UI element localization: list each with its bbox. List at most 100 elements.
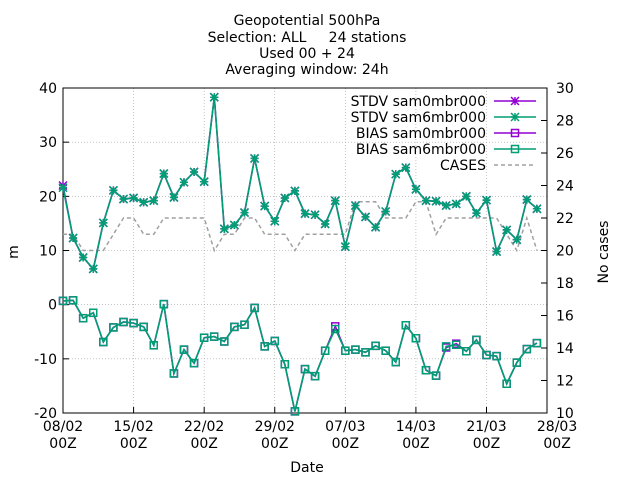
data-point bbox=[199, 177, 209, 187]
y2-tick-label: 28 bbox=[556, 114, 574, 130]
x-tick-label-hour: 00Z bbox=[261, 436, 288, 452]
series-line bbox=[63, 201, 538, 253]
y2-tick-label: 26 bbox=[556, 146, 574, 162]
plot-frame bbox=[62, 87, 548, 414]
data-point bbox=[512, 235, 522, 245]
data-point bbox=[482, 350, 491, 360]
data-point bbox=[471, 208, 481, 218]
legend-label: BIAS sam0mbr000 bbox=[356, 126, 486, 142]
legend-label: STDV sam0mbr000 bbox=[351, 94, 486, 110]
data-point bbox=[260, 201, 270, 211]
data-point bbox=[461, 191, 471, 201]
data-point bbox=[381, 206, 391, 217]
data-point bbox=[532, 338, 542, 348]
data-point bbox=[522, 195, 532, 205]
y2-tick-label: 12 bbox=[556, 374, 574, 390]
x-tick-label: 29/02 bbox=[255, 419, 295, 435]
data-point bbox=[411, 184, 421, 194]
data-point bbox=[129, 193, 139, 203]
y-tick-label: 0 bbox=[48, 298, 57, 314]
data-point bbox=[260, 342, 269, 351]
data-point bbox=[290, 186, 300, 196]
y-tick-label: 40 bbox=[39, 81, 57, 97]
data-point bbox=[441, 342, 451, 351]
data-point bbox=[431, 371, 441, 380]
data-point bbox=[381, 346, 390, 355]
data-point bbox=[391, 169, 401, 179]
y2-tick-label: 20 bbox=[556, 244, 574, 260]
series-line bbox=[62, 299, 538, 412]
data-point bbox=[250, 153, 260, 163]
data-point bbox=[240, 320, 249, 329]
data-point bbox=[492, 351, 501, 361]
data-point bbox=[331, 324, 340, 334]
data-point bbox=[462, 347, 471, 356]
data-point bbox=[89, 308, 98, 318]
series-line bbox=[62, 299, 538, 412]
x-tick-label: 08/02 bbox=[43, 419, 83, 435]
data-point bbox=[78, 253, 88, 263]
y2-axis-label: No cases bbox=[596, 221, 612, 284]
data-point bbox=[250, 303, 259, 313]
legend-label: CASES bbox=[440, 158, 486, 174]
y2-tick-label: 10 bbox=[556, 406, 574, 422]
series-bias-sam0mbr000 bbox=[58, 296, 542, 416]
data-point bbox=[230, 322, 239, 332]
series-layer bbox=[58, 92, 542, 416]
data-point bbox=[78, 313, 88, 323]
x-tick-label: 21/03 bbox=[466, 419, 506, 435]
y-tick-label: 10 bbox=[39, 244, 57, 260]
data-point bbox=[502, 225, 512, 235]
data-point bbox=[300, 209, 310, 219]
x-tick-label-hour: 00Z bbox=[473, 436, 500, 452]
data-point bbox=[68, 296, 78, 305]
x-tick-label-hour: 00Z bbox=[49, 436, 76, 452]
x-tick-label: 14/03 bbox=[396, 419, 436, 435]
axes: -20 -10 0 10 20 30 40 10 12 14 16 18 20 22 24 26 28 30 08/… bbox=[34, 81, 577, 452]
x-tick-label: 22/02 bbox=[184, 419, 224, 435]
legend-marker bbox=[510, 128, 520, 138]
x-tick-label: 15/02 bbox=[113, 419, 153, 435]
data-point bbox=[159, 299, 169, 309]
data-point bbox=[492, 247, 502, 257]
data-point bbox=[421, 365, 431, 375]
title-line-4: Averaging window: 24h bbox=[225, 62, 388, 78]
legend-marker bbox=[510, 144, 520, 154]
data-point bbox=[361, 348, 370, 357]
data-point bbox=[310, 210, 320, 220]
data-point bbox=[88, 264, 98, 274]
data-point bbox=[421, 196, 431, 206]
x-tick-label-hour: 00Z bbox=[190, 436, 217, 452]
x-axis-label: Date bbox=[290, 460, 323, 476]
series-cases bbox=[63, 201, 538, 253]
data-point bbox=[270, 216, 280, 226]
x-tick-label: 07/03 bbox=[325, 419, 365, 435]
data-point bbox=[330, 196, 340, 206]
data-point bbox=[139, 197, 149, 207]
data-point bbox=[58, 183, 68, 193]
x-tick-label-hour: 00Z bbox=[120, 436, 147, 452]
data-point bbox=[532, 204, 542, 214]
data-point bbox=[431, 196, 441, 206]
data-point bbox=[452, 340, 461, 349]
data-point bbox=[280, 193, 290, 203]
data-point bbox=[441, 201, 451, 211]
title-line-3: Used 00 + 24 bbox=[259, 46, 355, 62]
y2-tick-label: 24 bbox=[556, 179, 574, 195]
data-point bbox=[209, 92, 219, 102]
data-point bbox=[300, 364, 310, 374]
data-point bbox=[360, 212, 371, 222]
series-stdv-sam6mbr000 bbox=[58, 92, 542, 274]
data-point bbox=[119, 317, 128, 327]
y2-tick-label: 18 bbox=[556, 276, 574, 292]
data-point bbox=[189, 167, 199, 177]
data-point bbox=[481, 195, 492, 205]
y2-tick-label: 16 bbox=[556, 309, 574, 325]
data-point bbox=[340, 242, 350, 252]
data-point bbox=[310, 371, 320, 381]
data-point bbox=[391, 357, 400, 367]
data-point bbox=[401, 321, 411, 330]
y-tick-label: -10 bbox=[34, 352, 57, 368]
